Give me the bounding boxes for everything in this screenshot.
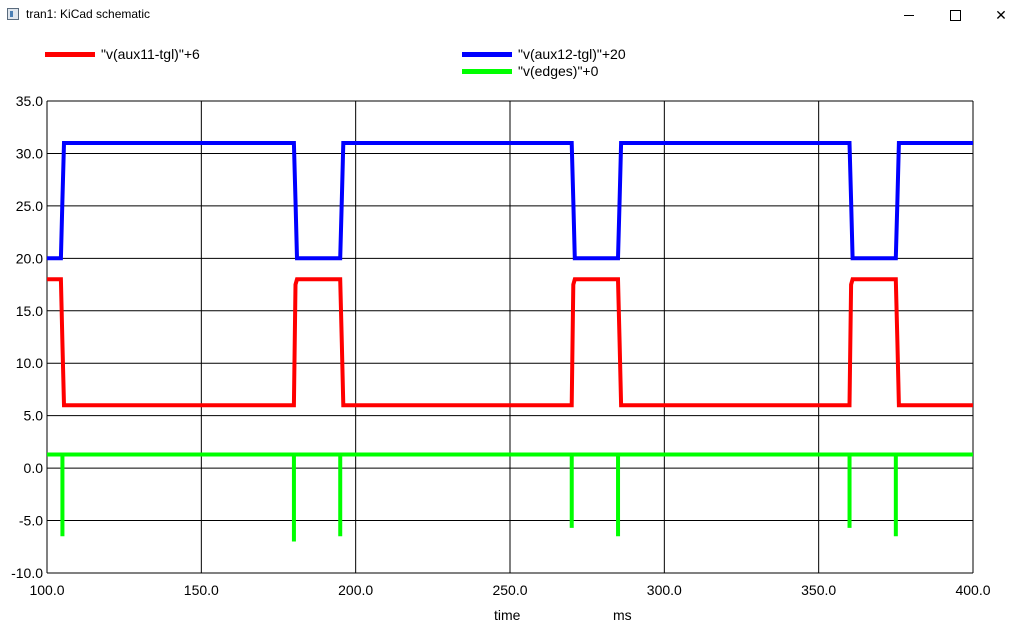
app-icon <box>7 8 19 20</box>
y-tick-label: 25.0 <box>16 198 43 214</box>
legend-swatch-edges <box>462 68 512 74</box>
legend-entry-aux11: "v(aux11-tgl)"+6 <box>45 46 200 62</box>
y-tick-label: 20.0 <box>16 250 43 266</box>
close-button[interactable]: ✕ <box>995 6 1007 23</box>
window-titlebar: tran1: KiCad schematic ✕ <box>0 0 1024 30</box>
x-tick-label: 200.0 <box>338 582 373 598</box>
x-tick-label: 150.0 <box>184 582 219 598</box>
x-tick-label: 400.0 <box>955 582 990 598</box>
legend-label-edges: "v(edges)"+0 <box>518 63 599 79</box>
x-tick-label: 100.0 <box>29 582 64 598</box>
window-title: tran1: KiCad schematic <box>26 7 151 21</box>
x-tick-label: 350.0 <box>801 582 836 598</box>
y-tick-label: -5.0 <box>19 513 43 529</box>
x-axis-unit: ms <box>613 607 632 623</box>
y-tick-label: 15.0 <box>16 303 43 319</box>
series-line-1 <box>47 141 973 261</box>
legend-label-aux12: "v(aux12-tgl)"+20 <box>518 46 626 62</box>
y-tick-label: -10.0 <box>11 565 43 581</box>
y-tick-label: 5.0 <box>24 408 44 424</box>
y-tick-label: 35.0 <box>16 93 43 109</box>
y-tick-label: 10.0 <box>16 355 43 371</box>
legend-entry-aux12: "v(aux12-tgl)"+20 <box>462 46 626 62</box>
y-tick-label: 0.0 <box>24 460 44 476</box>
series-line-0 <box>47 277 973 408</box>
legend-entry-edges: "v(edges)"+0 <box>462 63 598 79</box>
x-axis-label: time <box>494 607 521 623</box>
legend-swatch-aux11 <box>45 51 95 57</box>
x-tick-label: 250.0 <box>492 582 527 598</box>
legend-label-aux11: "v(aux11-tgl)"+6 <box>101 46 200 62</box>
y-tick-label: 30.0 <box>16 145 43 161</box>
legend-swatch-aux12 <box>462 51 512 57</box>
x-tick-label: 300.0 <box>647 582 682 598</box>
